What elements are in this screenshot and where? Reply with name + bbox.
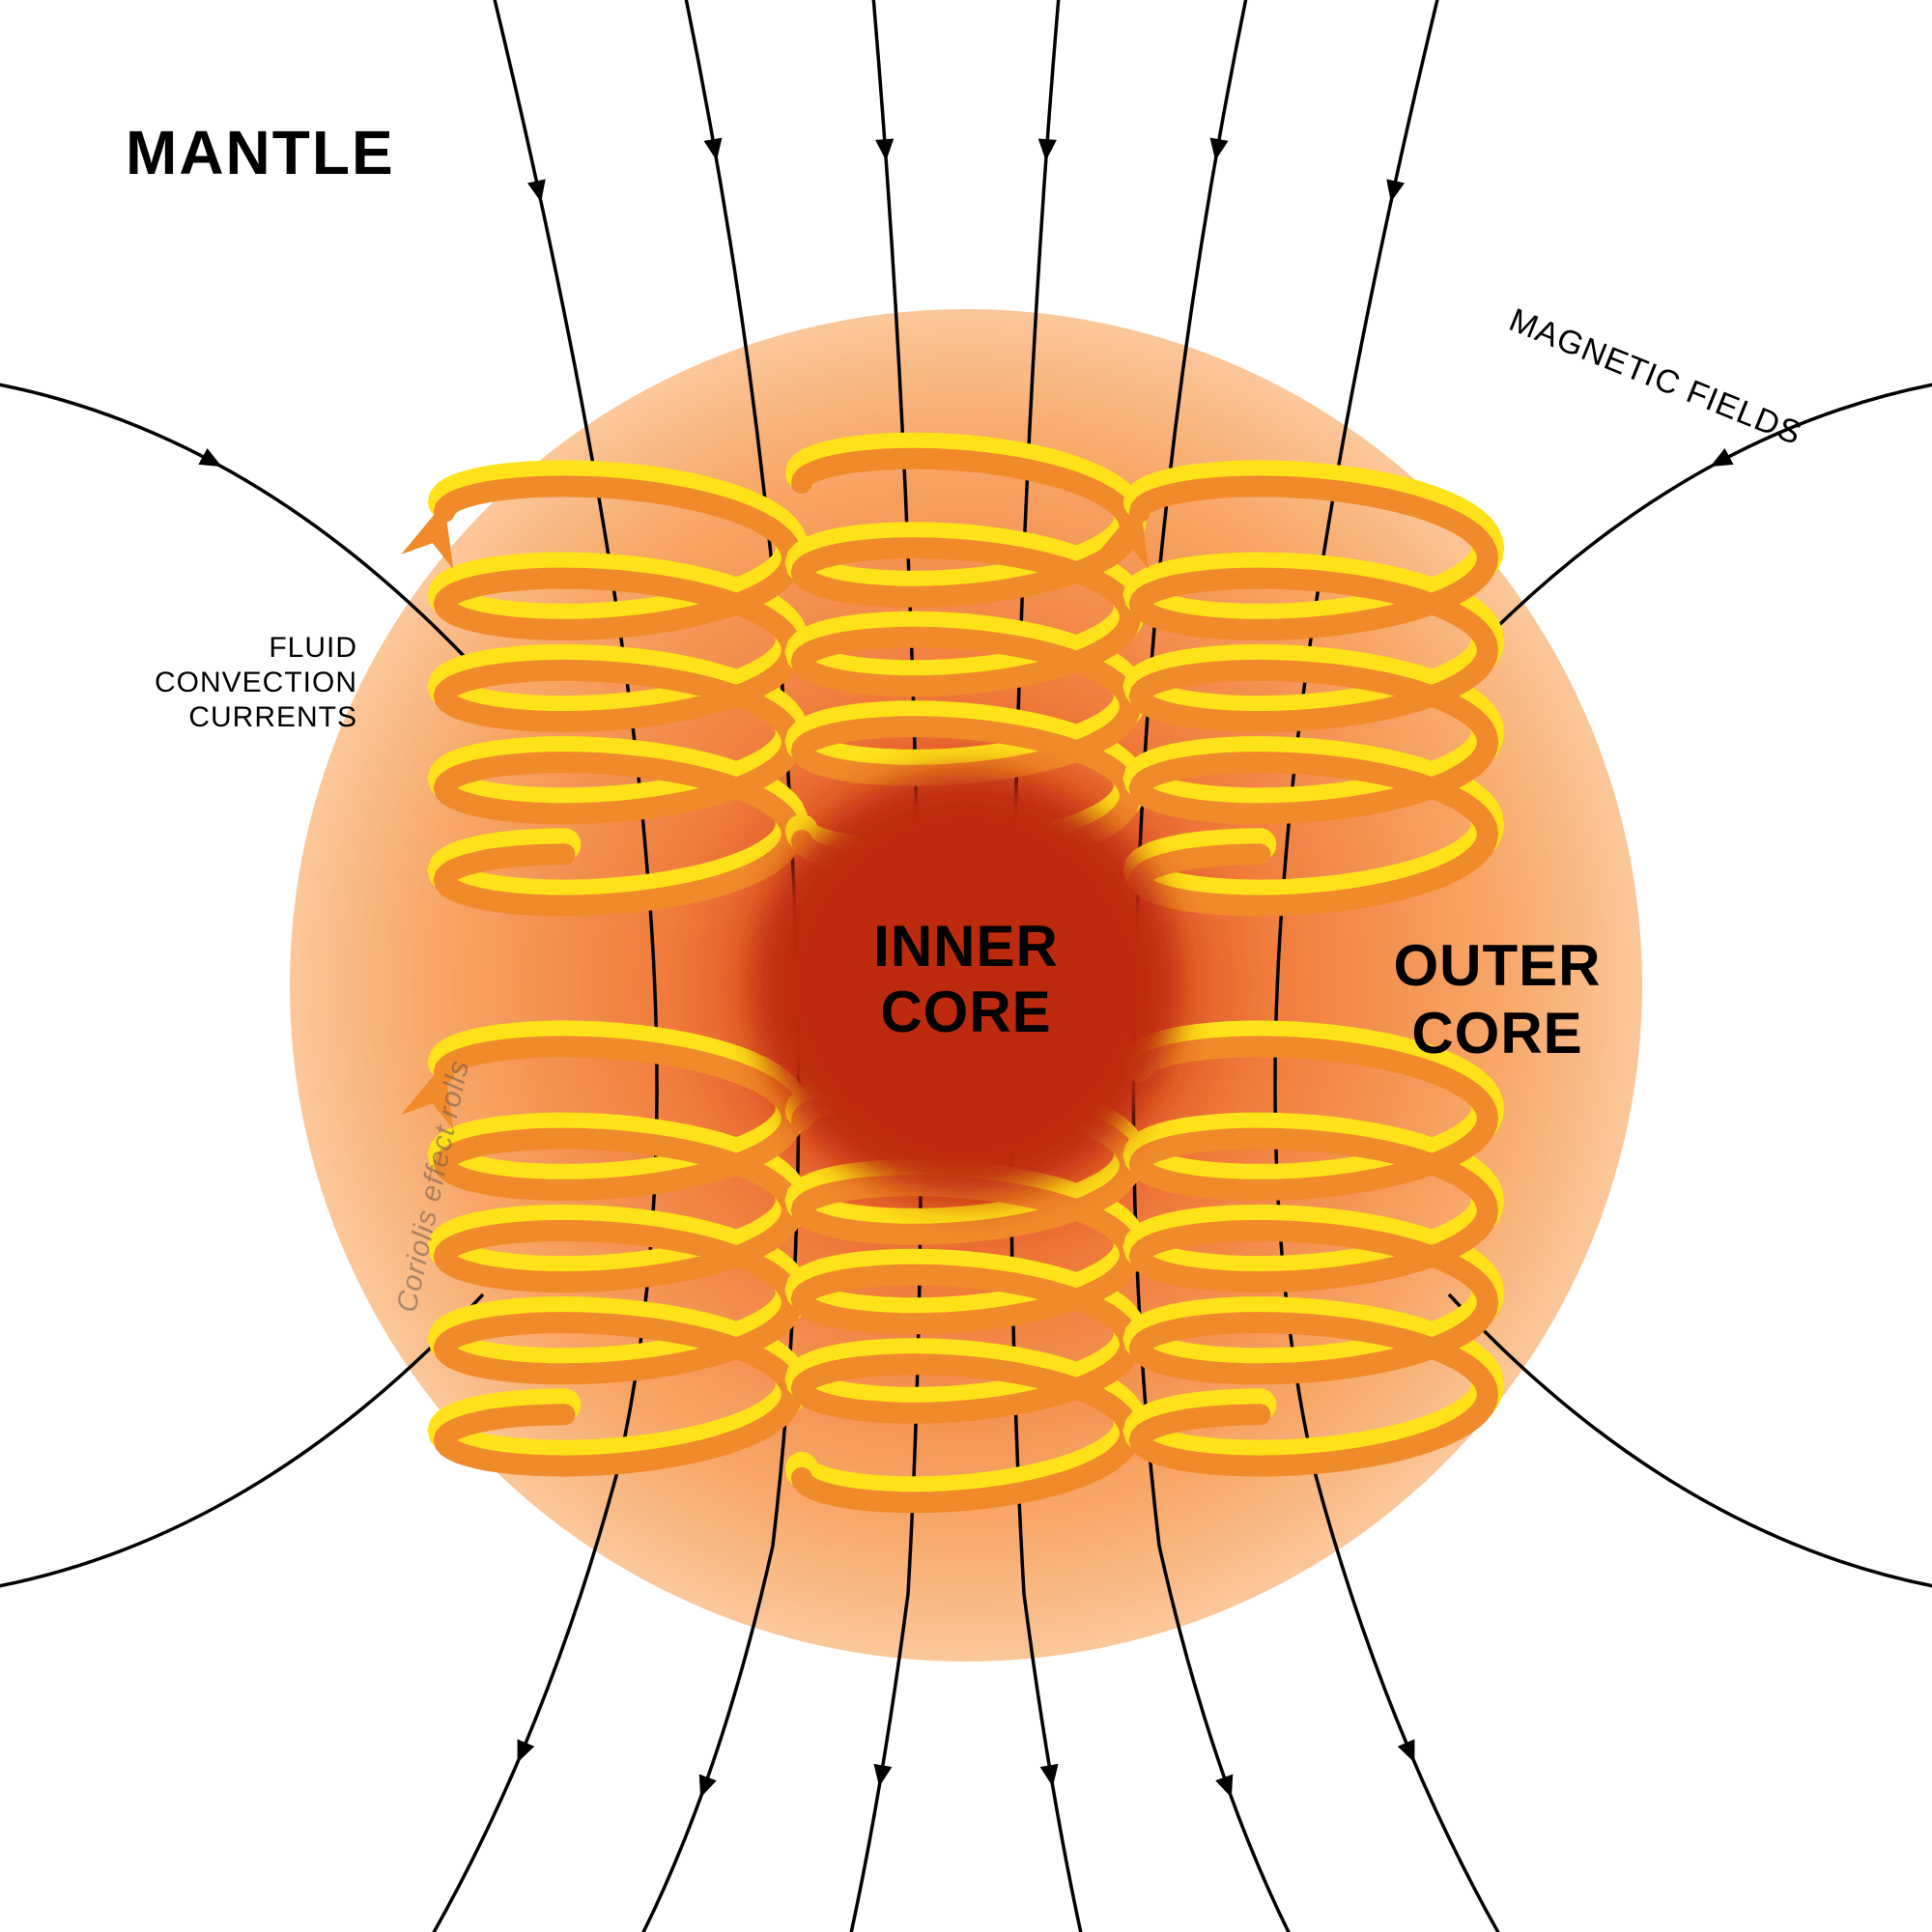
label-outer-core-1: OUTER bbox=[1394, 933, 1602, 998]
label-fluid-3: CURRENTS bbox=[188, 701, 357, 733]
label-fluid-2: CONVECTION bbox=[155, 667, 357, 698]
label-outer-core-2: CORE bbox=[1411, 1001, 1582, 1065]
label-inner-core-1: INNER bbox=[873, 914, 1059, 979]
label-inner-core-2: CORE bbox=[880, 980, 1051, 1044]
label-fluid-1: FLUID bbox=[269, 632, 357, 664]
label-mantle: MANTLE bbox=[126, 118, 395, 187]
